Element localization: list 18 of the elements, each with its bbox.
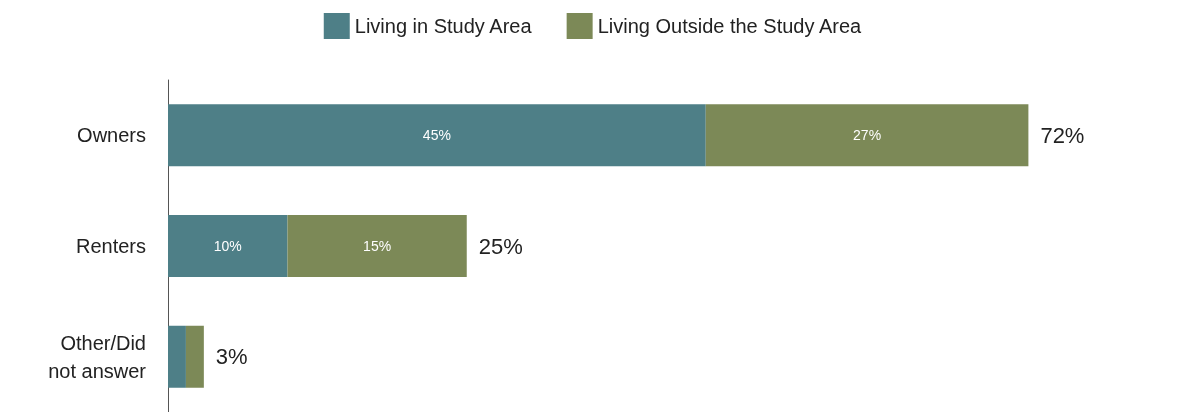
total-label: 72% [1040,122,1085,148]
bar [168,325,186,388]
y-tick-label: Owners [77,124,146,147]
data-label: 27% [853,127,882,144]
data-label: 15% [363,238,392,254]
bar [168,104,706,167]
y-tick-label: Renters [75,235,146,257]
bar [168,215,288,277]
bar [185,325,204,388]
y-tick-label: Other/Did not answer [48,331,147,382]
total-label: 25% [478,233,523,259]
data-label: 10% [213,238,242,254]
bar [287,215,467,277]
total-label: 3% [215,344,248,370]
data-label: 45% [422,127,451,144]
bar [705,104,1029,167]
legend-label: Living in Study Area [354,15,533,37]
legend-label: Living Outside the Study Area [597,15,863,37]
